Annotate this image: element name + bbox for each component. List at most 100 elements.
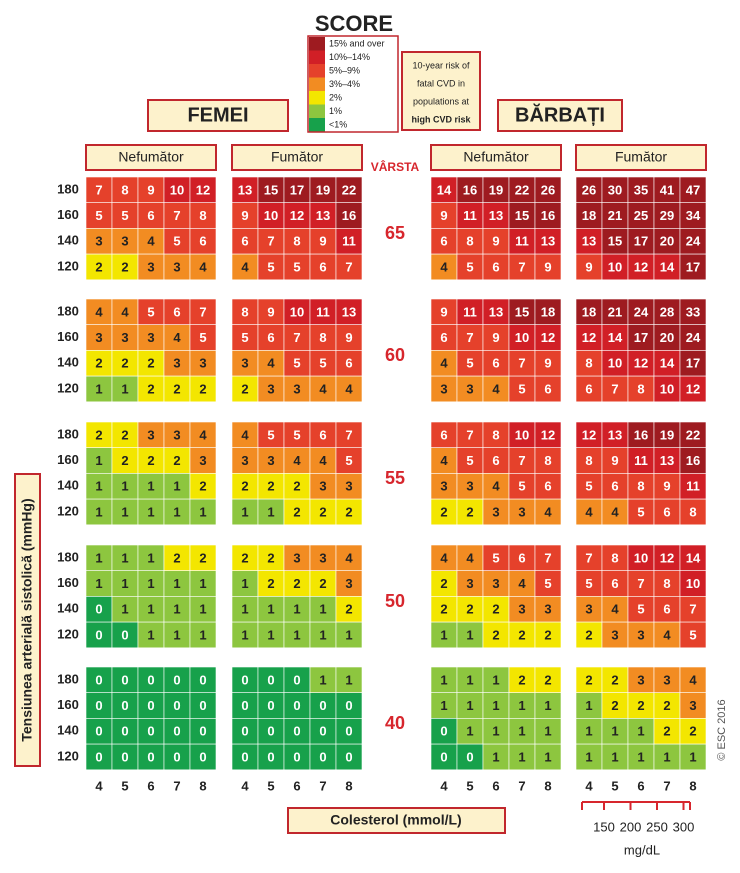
risk-value: 3: [611, 627, 618, 642]
risk-value: 10: [290, 304, 304, 319]
cholesterol-label: 4: [241, 778, 249, 793]
risk-cell: [335, 176, 363, 204]
risk-value: 6: [345, 356, 352, 371]
risk-cell: [627, 375, 655, 403]
y-label: Tensiunea arterială sistolică (mmHg): [19, 498, 35, 741]
risk-value: 5: [518, 479, 525, 494]
risk-cell: [627, 743, 655, 771]
risk-value: 1: [199, 576, 206, 591]
risk-value: 18: [582, 304, 596, 319]
risk-cell: [111, 743, 139, 771]
risk-cell: [534, 718, 562, 745]
risk-cell: [456, 447, 484, 474]
risk-value: 2: [466, 504, 473, 519]
risk-value: 1: [241, 602, 248, 617]
risk-cell: [335, 253, 363, 281]
cholesterol-label: 7: [319, 778, 326, 793]
risk-value: 3: [466, 381, 473, 396]
risk-cell: [430, 228, 458, 255]
bp-label: 140: [57, 478, 79, 493]
bp-label: 180: [57, 181, 79, 196]
risk-cell: [534, 692, 562, 719]
risk-cell: [137, 202, 165, 229]
risk-cell: [257, 447, 285, 474]
risk-cell: [534, 253, 562, 281]
y-label-box: [14, 473, 41, 767]
risk-value: 18: [541, 304, 555, 319]
risk-cell: [679, 743, 707, 771]
risk-cell: [456, 666, 484, 694]
risk-value: 5: [173, 234, 180, 249]
risk-value: 2: [345, 602, 352, 617]
age-label: 40: [385, 713, 405, 733]
risk-value: 1: [492, 749, 499, 764]
risk-cell: [430, 253, 458, 281]
risk-value: 0: [147, 724, 154, 739]
risk-value: 1: [637, 749, 644, 764]
legend-swatch: [309, 118, 325, 132]
risk-value: 2: [267, 550, 274, 565]
risk-value: 2: [173, 453, 180, 468]
risk-cell: [679, 692, 707, 719]
risk-value: 1: [121, 576, 128, 591]
risk-value: 16: [686, 453, 700, 468]
risk-value: 1: [199, 602, 206, 617]
risk-value: 0: [319, 724, 326, 739]
risk-value: 1: [293, 602, 300, 617]
risk-value: 10: [170, 182, 184, 197]
risk-value: 1: [241, 627, 248, 642]
age-label: 50: [385, 591, 405, 611]
risk-cell: [137, 324, 165, 351]
legend-label: <1%: [329, 119, 347, 129]
risk-value: 4: [199, 259, 207, 274]
risk-value: 10: [264, 208, 278, 223]
risk-value: 13: [489, 208, 503, 223]
risk-value: 0: [147, 698, 154, 713]
cholesterol-label: 5: [267, 778, 274, 793]
risk-cell: [679, 473, 707, 500]
risk-value: 0: [241, 672, 248, 687]
risk-cell: [283, 544, 311, 572]
legend-label: 3%–4%: [329, 79, 360, 89]
risk-value: 8: [611, 550, 618, 565]
risk-value: 7: [345, 427, 352, 442]
risk-cell: [111, 666, 139, 694]
risk-value: 0: [199, 672, 206, 687]
panel-label: Fumător: [271, 149, 323, 165]
risk-value: 12: [541, 330, 555, 345]
risk-cell: [482, 544, 510, 572]
risk-value: 1: [241, 576, 248, 591]
risk-cell: [231, 718, 259, 745]
risk-cell: [257, 228, 285, 255]
risk-value: 6: [199, 234, 206, 249]
risk-cell: [309, 228, 337, 255]
risk-cell: [575, 473, 603, 500]
risk-value: 5: [345, 453, 352, 468]
risk-value: 6: [663, 602, 670, 617]
legend-swatch: [309, 91, 325, 105]
risk-cell: [653, 375, 681, 403]
risk-value: 20: [660, 234, 674, 249]
risk-value: 2: [585, 672, 592, 687]
risk-value: 0: [345, 698, 352, 713]
risk-value: 5: [293, 259, 300, 274]
risk-value: 2: [121, 259, 128, 274]
risk-value: 5: [293, 427, 300, 442]
risk-cell: [335, 743, 363, 771]
risk-value: 17: [634, 330, 648, 345]
risk-value: 3: [267, 381, 274, 396]
risk-cell: [430, 570, 458, 597]
risk-cell: [231, 324, 259, 351]
cholesterol-label: 5: [466, 778, 473, 793]
risk-value: 21: [608, 304, 622, 319]
risk-value: 9: [611, 453, 618, 468]
risk-value: 1: [689, 749, 696, 764]
risk-value: 6: [173, 304, 180, 319]
legend-swatch: [309, 104, 325, 118]
cholesterol-label: 6: [293, 778, 300, 793]
risk-value: 17: [686, 356, 700, 371]
age-label: 55: [385, 468, 405, 488]
risk-value: 1: [95, 381, 102, 396]
risk-value: 2: [440, 504, 447, 519]
risk-value: 24: [686, 330, 701, 345]
